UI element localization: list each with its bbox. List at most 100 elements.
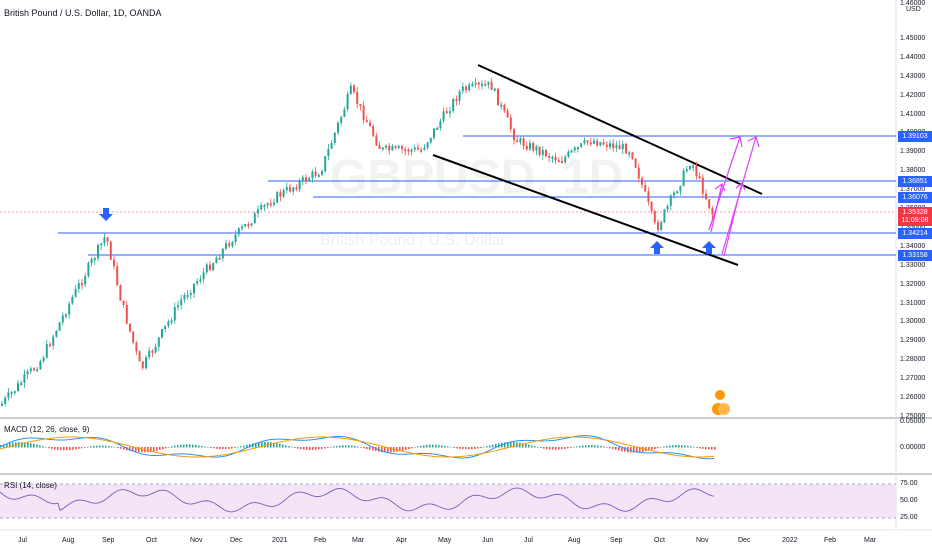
candle-body bbox=[13, 391, 16, 394]
up-arrow-icon-1 bbox=[650, 241, 664, 254]
macd-histogram-bar bbox=[621, 447, 623, 452]
candle-body bbox=[593, 140, 595, 144]
candle-body bbox=[461, 86, 464, 92]
rsi-tick-1: 50.00 bbox=[900, 497, 918, 504]
candle-body bbox=[173, 307, 176, 321]
candle-body bbox=[557, 160, 560, 163]
macd-histogram-bar bbox=[411, 447, 413, 449]
candle-body bbox=[420, 149, 423, 152]
macd-histogram-bar bbox=[630, 447, 632, 453]
macd-histogram-bar bbox=[387, 447, 389, 453]
macd-histogram-bar bbox=[114, 447, 116, 448]
macd-histogram-bar bbox=[552, 447, 554, 450]
macd-histogram-bar bbox=[462, 447, 464, 450]
macd-histogram-bar bbox=[327, 447, 329, 448]
macd-histogram-bar bbox=[660, 447, 662, 448]
candle-body bbox=[660, 222, 663, 231]
candle-body bbox=[250, 223, 253, 226]
macd-histogram-bar bbox=[642, 447, 644, 452]
price-tick: 1.25000 bbox=[900, 412, 926, 420]
macd-histogram-bar bbox=[303, 447, 305, 450]
candle-body bbox=[673, 192, 675, 196]
candle-body bbox=[458, 91, 461, 101]
macd-histogram-bar bbox=[237, 446, 239, 448]
macd-histogram-bar bbox=[54, 447, 56, 450]
candle-body bbox=[522, 138, 525, 146]
macd-histogram-bar bbox=[414, 447, 416, 448]
macd-histogram-bar bbox=[558, 447, 560, 450]
candle-body bbox=[583, 140, 586, 144]
macd-histogram-bar bbox=[354, 445, 356, 448]
candle-body bbox=[369, 122, 371, 127]
candle-body bbox=[346, 94, 349, 110]
macd-histogram-bar bbox=[279, 443, 281, 448]
macd-histogram-bar bbox=[600, 445, 602, 448]
macd-histogram-bar bbox=[420, 445, 422, 448]
macd-histogram-bar bbox=[204, 446, 206, 448]
macd-histogram-bar bbox=[240, 446, 242, 448]
macd-histogram-bar bbox=[138, 447, 140, 453]
macd-histogram-bar bbox=[42, 446, 44, 448]
price-tick: 1.35000 bbox=[900, 224, 925, 231]
macd-histogram-bar bbox=[3, 444, 5, 448]
candle-body bbox=[564, 156, 567, 163]
candle-body bbox=[423, 147, 426, 150]
macd-histogram-bar bbox=[531, 445, 533, 448]
macd-histogram-bar bbox=[672, 445, 674, 448]
candle-body bbox=[525, 145, 528, 150]
candle-body bbox=[353, 85, 355, 92]
macd-histogram-bar bbox=[90, 446, 92, 448]
macd-histogram-bar bbox=[177, 445, 179, 448]
candle-body bbox=[109, 241, 112, 260]
candle-body bbox=[125, 304, 128, 324]
candle-body bbox=[653, 210, 656, 223]
candle-body bbox=[513, 129, 515, 141]
candle-body bbox=[551, 156, 554, 159]
macd-histogram-bar bbox=[477, 447, 479, 449]
macd-histogram-bar bbox=[258, 442, 260, 448]
candle-body bbox=[81, 283, 83, 286]
candle-body bbox=[189, 293, 192, 296]
macd-histogram-bar bbox=[687, 445, 689, 448]
price-tick: 1.46000 bbox=[900, 0, 926, 7]
macd-histogram-bar bbox=[234, 447, 236, 449]
macd-histogram-bar bbox=[84, 447, 86, 448]
candle-body bbox=[119, 285, 122, 301]
macd-histogram-bar bbox=[192, 444, 194, 448]
candle-body bbox=[52, 336, 55, 346]
candle-body bbox=[477, 82, 480, 85]
macd-histogram-bar bbox=[639, 447, 641, 453]
macd-histogram-bar bbox=[300, 447, 302, 450]
candle-body bbox=[221, 248, 224, 259]
price-tick: 1.42000 bbox=[900, 91, 926, 99]
candle-body bbox=[413, 147, 416, 150]
macd-histogram-bar bbox=[693, 446, 695, 448]
macd-histogram-bar bbox=[549, 447, 551, 450]
candle-body bbox=[141, 361, 144, 369]
macd-histogram-bar bbox=[198, 445, 200, 448]
macd-histogram-bar bbox=[210, 447, 212, 448]
candle-body bbox=[116, 266, 119, 286]
macd-histogram-bar bbox=[339, 445, 341, 448]
time-tick: Sep bbox=[102, 537, 115, 544]
macd-histogram-bar bbox=[111, 446, 113, 448]
candle-body bbox=[289, 187, 291, 192]
macd-histogram-bar bbox=[408, 447, 410, 450]
candle-body bbox=[404, 149, 407, 152]
candle-body bbox=[442, 111, 445, 121]
candle-body bbox=[314, 171, 317, 176]
macd-histogram-bar bbox=[360, 447, 362, 448]
macd-histogram-bar bbox=[669, 445, 671, 448]
price-tick: 1.37000 bbox=[900, 186, 926, 194]
candle-body bbox=[321, 171, 323, 175]
candle-body bbox=[685, 169, 688, 172]
macd-histogram-bar bbox=[480, 447, 482, 449]
macd-histogram-bar bbox=[99, 445, 101, 448]
candle-body bbox=[436, 127, 439, 130]
candle-body bbox=[503, 104, 506, 111]
rsi-line bbox=[0, 487, 715, 513]
candle-body bbox=[17, 383, 19, 392]
macd-histogram-bar bbox=[345, 445, 347, 448]
